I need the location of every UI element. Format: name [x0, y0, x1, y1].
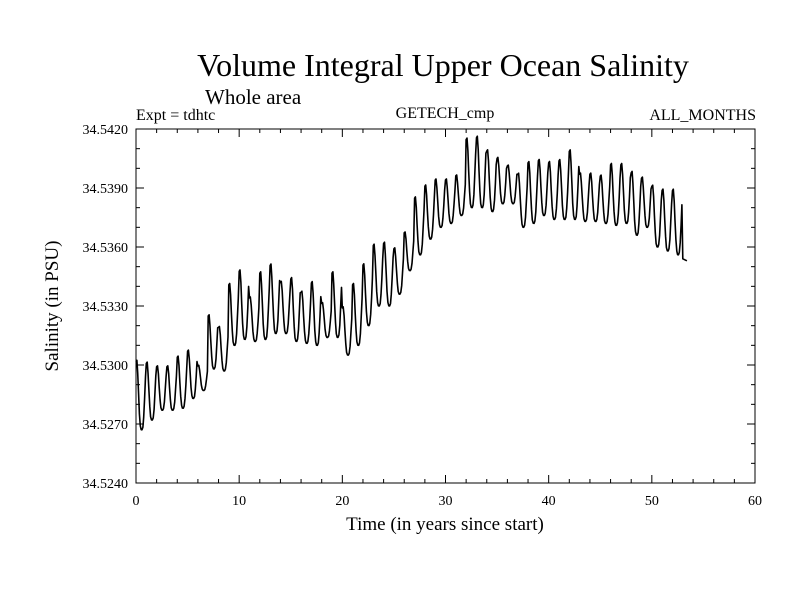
x-tick-label: 0 — [133, 494, 140, 509]
x-tick-label: 30 — [439, 494, 453, 509]
y-tick-label: 34.5390 — [83, 182, 129, 197]
dataset-label: GETECH_cmp — [396, 105, 495, 122]
experiment-label: Expt = tdhtc — [136, 107, 215, 124]
y-tick-label: 34.5360 — [83, 241, 129, 256]
x-tick-label: 20 — [335, 494, 349, 509]
chart-title: Volume Integral Upper Ocean Salinity — [197, 47, 689, 83]
x-axis: 0 10 20 30 40 50 60 — [133, 129, 762, 509]
x-tick-label: 50 — [645, 494, 659, 509]
y-tick-label: 34.5330 — [83, 300, 129, 315]
chart-subtitle: Whole area — [205, 85, 302, 109]
months-label: ALL_MONTHS — [649, 107, 756, 124]
y-axis: 34.5240 34.5270 34.5300 34.5330 34.5360 34.53… — [83, 123, 755, 492]
x-tick-label: 10 — [232, 494, 246, 509]
x-tick-label: 40 — [542, 494, 556, 509]
series-line-salinity — [135, 135, 688, 431]
x-tick-label: 60 — [748, 494, 762, 509]
x-axis-label: Time (in years since start) — [346, 514, 544, 535]
y-tick-label: 34.5300 — [83, 359, 129, 374]
y-tick-label: 34.5420 — [83, 123, 129, 138]
y-axis-label: Salinity (in PSU) — [42, 241, 63, 372]
y-tick-label: 34.5270 — [83, 418, 129, 433]
y-tick-label: 34.5240 — [83, 477, 129, 492]
